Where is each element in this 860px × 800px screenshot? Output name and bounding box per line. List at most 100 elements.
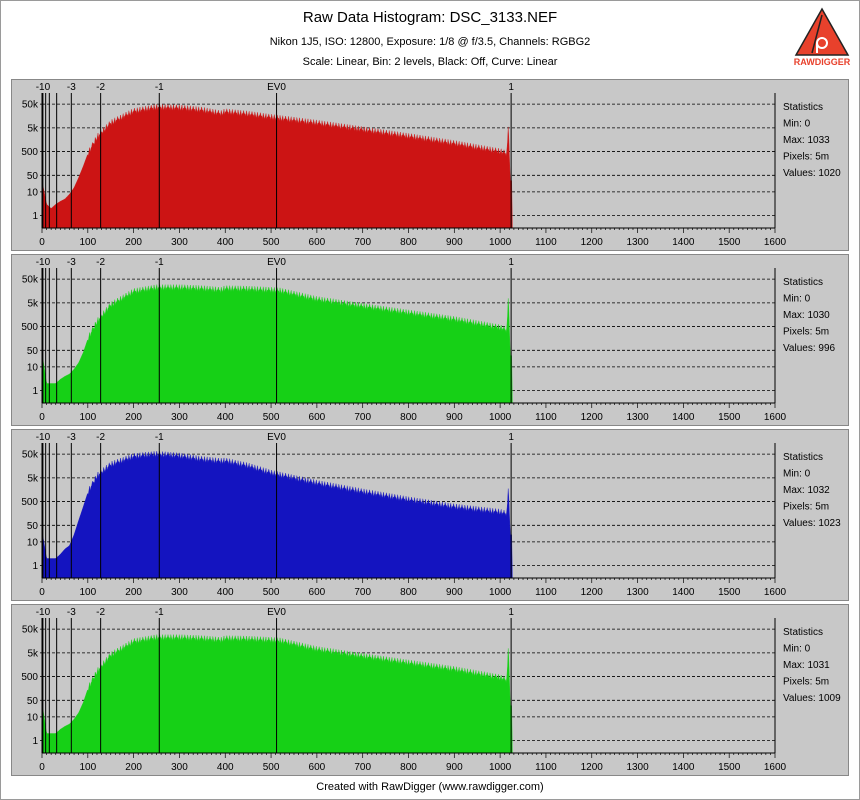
- y-tick-label: 50k: [22, 450, 39, 461]
- y-tick-label: 500: [21, 147, 38, 158]
- histogram-panel-red: -10 -3 -2 -1 EV0 10 100 200 300 400 500 600 700 800 90…: [11, 79, 849, 251]
- x-tick-label: 800: [400, 237, 417, 248]
- stats-max: Max: 1032: [783, 485, 830, 496]
- x-tick-label: 1100: [535, 587, 557, 598]
- x-tick-label: 700: [354, 587, 371, 598]
- x-tick-label: 1100: [535, 412, 557, 423]
- stats-max: Max: 1033: [783, 135, 830, 146]
- x-tick-label: 100: [79, 587, 96, 598]
- y-tick-label: 5k: [27, 473, 39, 484]
- x-tick-label: 200: [125, 762, 142, 773]
- y-tick-label: 50k: [22, 100, 39, 111]
- x-tick-label: 1500: [718, 587, 741, 598]
- y-tick-label: 50: [27, 696, 39, 707]
- x-tick-label: 1500: [718, 412, 741, 423]
- x-tick-label: 1000: [489, 762, 512, 773]
- rawdigger-logo-icon: RAWDIGGER: [794, 7, 851, 67]
- x-tick-label: 200: [125, 237, 142, 248]
- x-tick-label: 700: [354, 412, 371, 423]
- x-tick-label: 200: [125, 587, 142, 598]
- histogram-area-b: [41, 451, 514, 579]
- stats-title: Statistics: [783, 627, 823, 638]
- x-tick-label: 1500: [718, 762, 741, 773]
- x-tick-label: 0: [39, 412, 45, 423]
- y-tick-label: 500: [21, 322, 38, 333]
- ev-label: -2: [96, 82, 105, 93]
- stats-min: Min: 0: [783, 119, 811, 130]
- ev-label: 1: [508, 432, 514, 443]
- footer-credit: Created with RawDigger (www.rawdigger.co…: [316, 781, 544, 793]
- histogram-area-r: [41, 104, 514, 229]
- x-tick-label: 1200: [581, 237, 604, 248]
- x-tick-label: 1600: [764, 587, 787, 598]
- stats-max: Max: 1031: [783, 660, 830, 671]
- histogram-area-g2: [41, 634, 514, 754]
- x-tick-label: 300: [171, 237, 188, 248]
- x-tick-label: 600: [309, 762, 326, 773]
- histogram-settings: Scale: Linear, Bin: 2 levels, Black: Off…: [302, 56, 558, 68]
- ev-label: -1: [155, 257, 164, 268]
- x-tick-label: 1400: [672, 587, 695, 598]
- x-tick-label: 1000: [489, 587, 512, 598]
- histogram-panel-green2: -10 -3 -2 -1 EV0 10 100 200 300 400 500 600 700 800 90…: [11, 604, 849, 776]
- x-tick-label: 1300: [626, 762, 649, 773]
- x-tick-label: 300: [171, 587, 188, 598]
- stats-values: Values: 996: [783, 343, 836, 354]
- x-tick-label: 400: [217, 237, 234, 248]
- y-tick-label: 10: [27, 712, 39, 723]
- ev-label: -1: [155, 607, 164, 618]
- ev-label: -1: [155, 432, 164, 443]
- ev-label: 1: [508, 607, 514, 618]
- y-tick-label: 10: [27, 187, 39, 198]
- ev-label: EV0: [267, 432, 286, 443]
- ev-label: EV0: [267, 257, 286, 268]
- x-tick-label: 0: [39, 587, 45, 598]
- x-tick-label: 1000: [489, 412, 512, 423]
- y-tick-label: 1: [32, 736, 38, 747]
- stats-pixels: Pixels: 5m: [783, 502, 829, 513]
- x-tick-label: 1400: [672, 762, 695, 773]
- ev-label: -1: [155, 82, 164, 93]
- y-tick-label: 1: [32, 211, 38, 222]
- x-tick-label: 400: [217, 762, 234, 773]
- x-tick-label: 1300: [626, 587, 649, 598]
- y-tick-label: 50k: [22, 625, 39, 636]
- x-tick-label: 100: [79, 412, 96, 423]
- stats-pixels: Pixels: 5m: [783, 677, 829, 688]
- x-tick-label: 700: [354, 237, 371, 248]
- ev-label: -3: [67, 607, 76, 618]
- x-tick-label: 1400: [672, 412, 695, 423]
- y-tick-label: 10: [27, 362, 39, 373]
- y-tick-label: 5k: [27, 298, 39, 309]
- x-tick-label: 500: [263, 587, 280, 598]
- x-tick-label: 500: [263, 412, 280, 423]
- ev-label: -10: [36, 432, 51, 443]
- x-tick-label: 1500: [718, 237, 741, 248]
- stats-min: Min: 0: [783, 294, 811, 305]
- ev-label: -2: [96, 607, 105, 618]
- stats-max: Max: 1030: [783, 310, 830, 321]
- ev-label: -10: [36, 607, 51, 618]
- x-tick-label: 400: [217, 587, 234, 598]
- x-tick-label: 800: [400, 762, 417, 773]
- x-tick-label: 100: [79, 237, 96, 248]
- ev-label: 1: [508, 257, 514, 268]
- x-tick-label: 900: [446, 762, 463, 773]
- ev-label: -2: [96, 257, 105, 268]
- x-tick-label: 1600: [764, 762, 787, 773]
- y-tick-label: 1: [32, 386, 38, 397]
- x-tick-label: 0: [39, 237, 45, 248]
- logo-text: RAWDIGGER: [794, 57, 851, 67]
- x-tick-label: 1000: [489, 237, 512, 248]
- x-tick-label: 1600: [764, 412, 787, 423]
- ev-label: -2: [96, 432, 105, 443]
- x-tick-label: 100: [79, 762, 96, 773]
- stats-title: Statistics: [783, 102, 823, 113]
- histogram-panel-blue: -10 -3 -2 -1 EV0 10 100 200 300 400 500 600 700 800 90…: [11, 429, 849, 601]
- x-tick-label: 300: [171, 412, 188, 423]
- x-tick-label: 200: [125, 412, 142, 423]
- ev-label: -3: [67, 82, 76, 93]
- ev-label: -10: [36, 82, 51, 93]
- stats-values: Values: 1020: [783, 168, 841, 179]
